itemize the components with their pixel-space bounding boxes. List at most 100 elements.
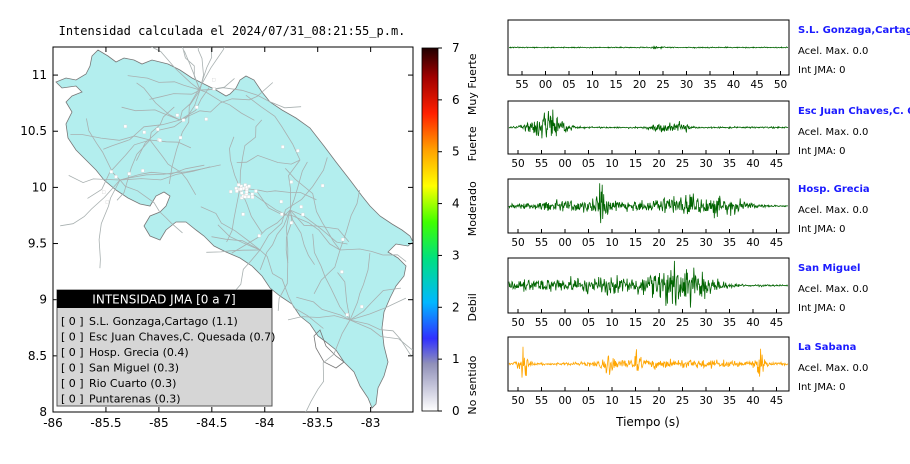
- road: [179, 87, 210, 121]
- colorbar-tick-label: 5: [452, 145, 460, 159]
- town-marker: [156, 127, 160, 132]
- town-marker: [301, 212, 305, 217]
- road: [289, 209, 350, 243]
- waveform-tick-label: 20: [652, 158, 665, 170]
- road: [236, 154, 301, 165]
- town-marker: [142, 130, 146, 134]
- waveform-panel: 55 00 05 10 15 20 25 30 35 40 45 50 S.L. Gonzaga,Car…: [507, 19, 910, 91]
- waveform-trace: [508, 45, 788, 50]
- colorbar-ticks: 0 1 2 3 4 5 6 7: [438, 41, 460, 418]
- intensity-legend: INTENSIDAD JMA [0 a 7] [ 0 ] S.L. Gonzaga…: [56, 289, 275, 407]
- waveform-trace: [508, 183, 788, 224]
- waveform-tick-label: 10: [605, 237, 618, 249]
- road: [86, 118, 121, 181]
- waveform-tick-label: 40: [746, 317, 759, 329]
- road: [296, 296, 351, 321]
- waveform-trace: [508, 260, 789, 308]
- road: [121, 106, 181, 121]
- waveform-tick-label: 10: [586, 79, 599, 91]
- colorbar-category-label: Fuerte: [466, 126, 479, 161]
- colorbar-category-label: Debil: [466, 293, 479, 321]
- road: [149, 106, 175, 141]
- waveform-tick-label: 05: [582, 317, 595, 329]
- town-marker: [105, 200, 110, 204]
- waveform-tick-label: 45: [770, 395, 783, 407]
- waveform-tick-label: 20: [633, 79, 646, 91]
- road: [68, 175, 121, 184]
- legend-item-value: [ 0 ]: [61, 393, 84, 406]
- colorbar-tick-label: 0: [452, 404, 460, 418]
- colorbar-category-label: Moderado: [466, 181, 479, 236]
- road: [289, 209, 315, 265]
- road: [197, 47, 204, 91]
- waveform-tick-label: 10: [605, 158, 618, 170]
- legend-item-value: [ 0 ]: [61, 346, 84, 359]
- road: [259, 157, 328, 251]
- waveform-trace: [508, 346, 789, 378]
- town-marker: [281, 145, 285, 149]
- town-marker: [244, 190, 249, 194]
- waveform-tick-label: 20: [652, 237, 665, 249]
- waveform-tick-label: 15: [629, 317, 642, 329]
- town-marker: [123, 124, 128, 129]
- road: [119, 164, 205, 181]
- town-marker: [175, 113, 180, 117]
- waveform-tick-label: 00: [558, 395, 571, 407]
- waveform-frame: [507, 257, 790, 314]
- road: [229, 136, 241, 189]
- road: [183, 50, 201, 91]
- town-marker: [212, 87, 216, 91]
- station-acel-max: Acel. Max. 0.0: [798, 127, 868, 138]
- town-marker: [102, 190, 106, 194]
- waveform-tick-label: 15: [629, 158, 642, 170]
- legend-items: [ 0 ] S.L. Gonzaga,Cartago (1.1) [ 0 ] Esc …: [61, 315, 275, 406]
- road: [349, 319, 413, 357]
- waveform-tick-label: 25: [676, 317, 689, 329]
- road: [136, 89, 201, 161]
- map-title: Intensidad calculada el 2024/07/31_08:21…: [59, 24, 406, 38]
- road: [179, 82, 274, 121]
- town-marker: [250, 192, 254, 196]
- town-marker: [289, 180, 294, 184]
- town-marker: [340, 270, 344, 274]
- waveform-tick-label: 00: [539, 79, 552, 91]
- waveform-tick-label: 15: [609, 79, 622, 91]
- legend-item-value: [ 0 ]: [61, 315, 84, 328]
- road: [239, 119, 263, 189]
- road: [349, 297, 407, 321]
- road: [313, 249, 341, 294]
- waveform-tick-label: 10: [605, 317, 618, 329]
- map-y-tick-label: 8: [39, 405, 47, 419]
- map-y-tick-label: 11: [32, 68, 47, 82]
- town-marker: [341, 237, 345, 242]
- waveform-tick-label: 40: [746, 158, 759, 170]
- road: [127, 75, 201, 91]
- road: [199, 89, 255, 121]
- waveform-tick-label: 55: [535, 317, 548, 329]
- waveform-tick-label: 45: [770, 317, 783, 329]
- road: [119, 166, 211, 181]
- costa-rica-land: [55, 49, 413, 409]
- town-marker: [247, 184, 251, 188]
- colorbar-gradient: [421, 47, 439, 412]
- town-marker: [296, 149, 300, 153]
- map-x-tick-label: -83: [361, 416, 381, 430]
- waveform-tick-label: 55: [515, 79, 528, 91]
- road: [239, 187, 317, 201]
- waveform-tick-label: 05: [582, 237, 595, 249]
- waveform-tick-label: 05: [582, 158, 595, 170]
- road: [119, 179, 183, 234]
- road: [259, 209, 291, 270]
- colorbar-tick-label: 3: [452, 248, 460, 262]
- road: [217, 224, 261, 251]
- colorbar-tick-label: 1: [452, 352, 460, 366]
- waveform-trace: [508, 109, 789, 139]
- town-marker: [229, 189, 233, 194]
- waveform-tick-label: 50: [511, 395, 524, 407]
- road: [337, 272, 351, 321]
- town-marker: [250, 195, 255, 199]
- legend-item-label: Esc Juan Chaves,C. Quesada (0.7): [89, 331, 275, 344]
- road: [245, 94, 301, 161]
- waveform-panel: 50 55 00 05 10 15 20 25 30 35 40 45 Esc Juan Chaves,…: [507, 100, 910, 170]
- road: [98, 179, 121, 269]
